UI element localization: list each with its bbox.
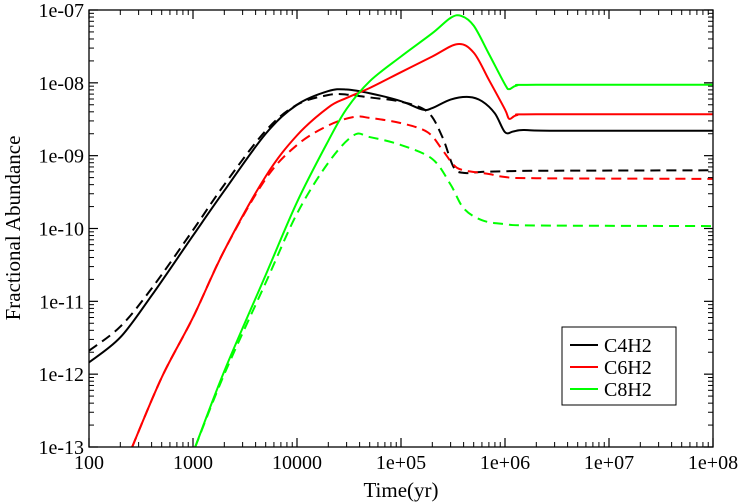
x-tick-label: 1e+07 [584, 452, 634, 474]
legend-label: C6H2 [604, 357, 652, 379]
x-tick-label: 100 [74, 452, 104, 474]
y-tick-label: 1e-09 [38, 146, 84, 168]
y-tick-label: 1e-13 [38, 437, 84, 459]
y-tick-label: 1e-08 [38, 73, 84, 95]
series-line-c8h2-solid [194, 14, 713, 447]
y-tick-label: 1e-07 [38, 0, 84, 22]
x-tick-label: 1e+05 [376, 452, 426, 474]
legend-label: C8H2 [604, 379, 652, 401]
x-axis: 100 1000 10000 1e+05 1e+06 1e+07 1e+08 [74, 10, 738, 474]
series-line-c6h2-dashed [131, 115, 713, 447]
y-axis: 1e-13 1e-12 1e-11 1e-10 1e-09 1e-08 1e-07 [38, 0, 713, 459]
x-tick-label: 1000 [173, 452, 213, 474]
x-tick-label: 1e+06 [480, 452, 530, 474]
x-tick-label: 1e+08 [688, 452, 738, 474]
y-tick-label: 1e-11 [39, 291, 84, 313]
y-tick-label: 1e-12 [38, 364, 84, 386]
x-axis-title: Time(yr) [363, 478, 438, 502]
legend-label: C4H2 [604, 335, 652, 357]
y-axis-title: Fractional Abundance [1, 136, 25, 321]
y-tick-label: 1e-10 [38, 219, 84, 241]
series-line-c8h2-dashed [194, 132, 713, 447]
series-layer [89, 14, 713, 447]
series-line-c4h2-solid [89, 88, 713, 364]
series-line-c4h2-dashed [89, 93, 713, 352]
x-tick-label: 10000 [272, 452, 322, 474]
